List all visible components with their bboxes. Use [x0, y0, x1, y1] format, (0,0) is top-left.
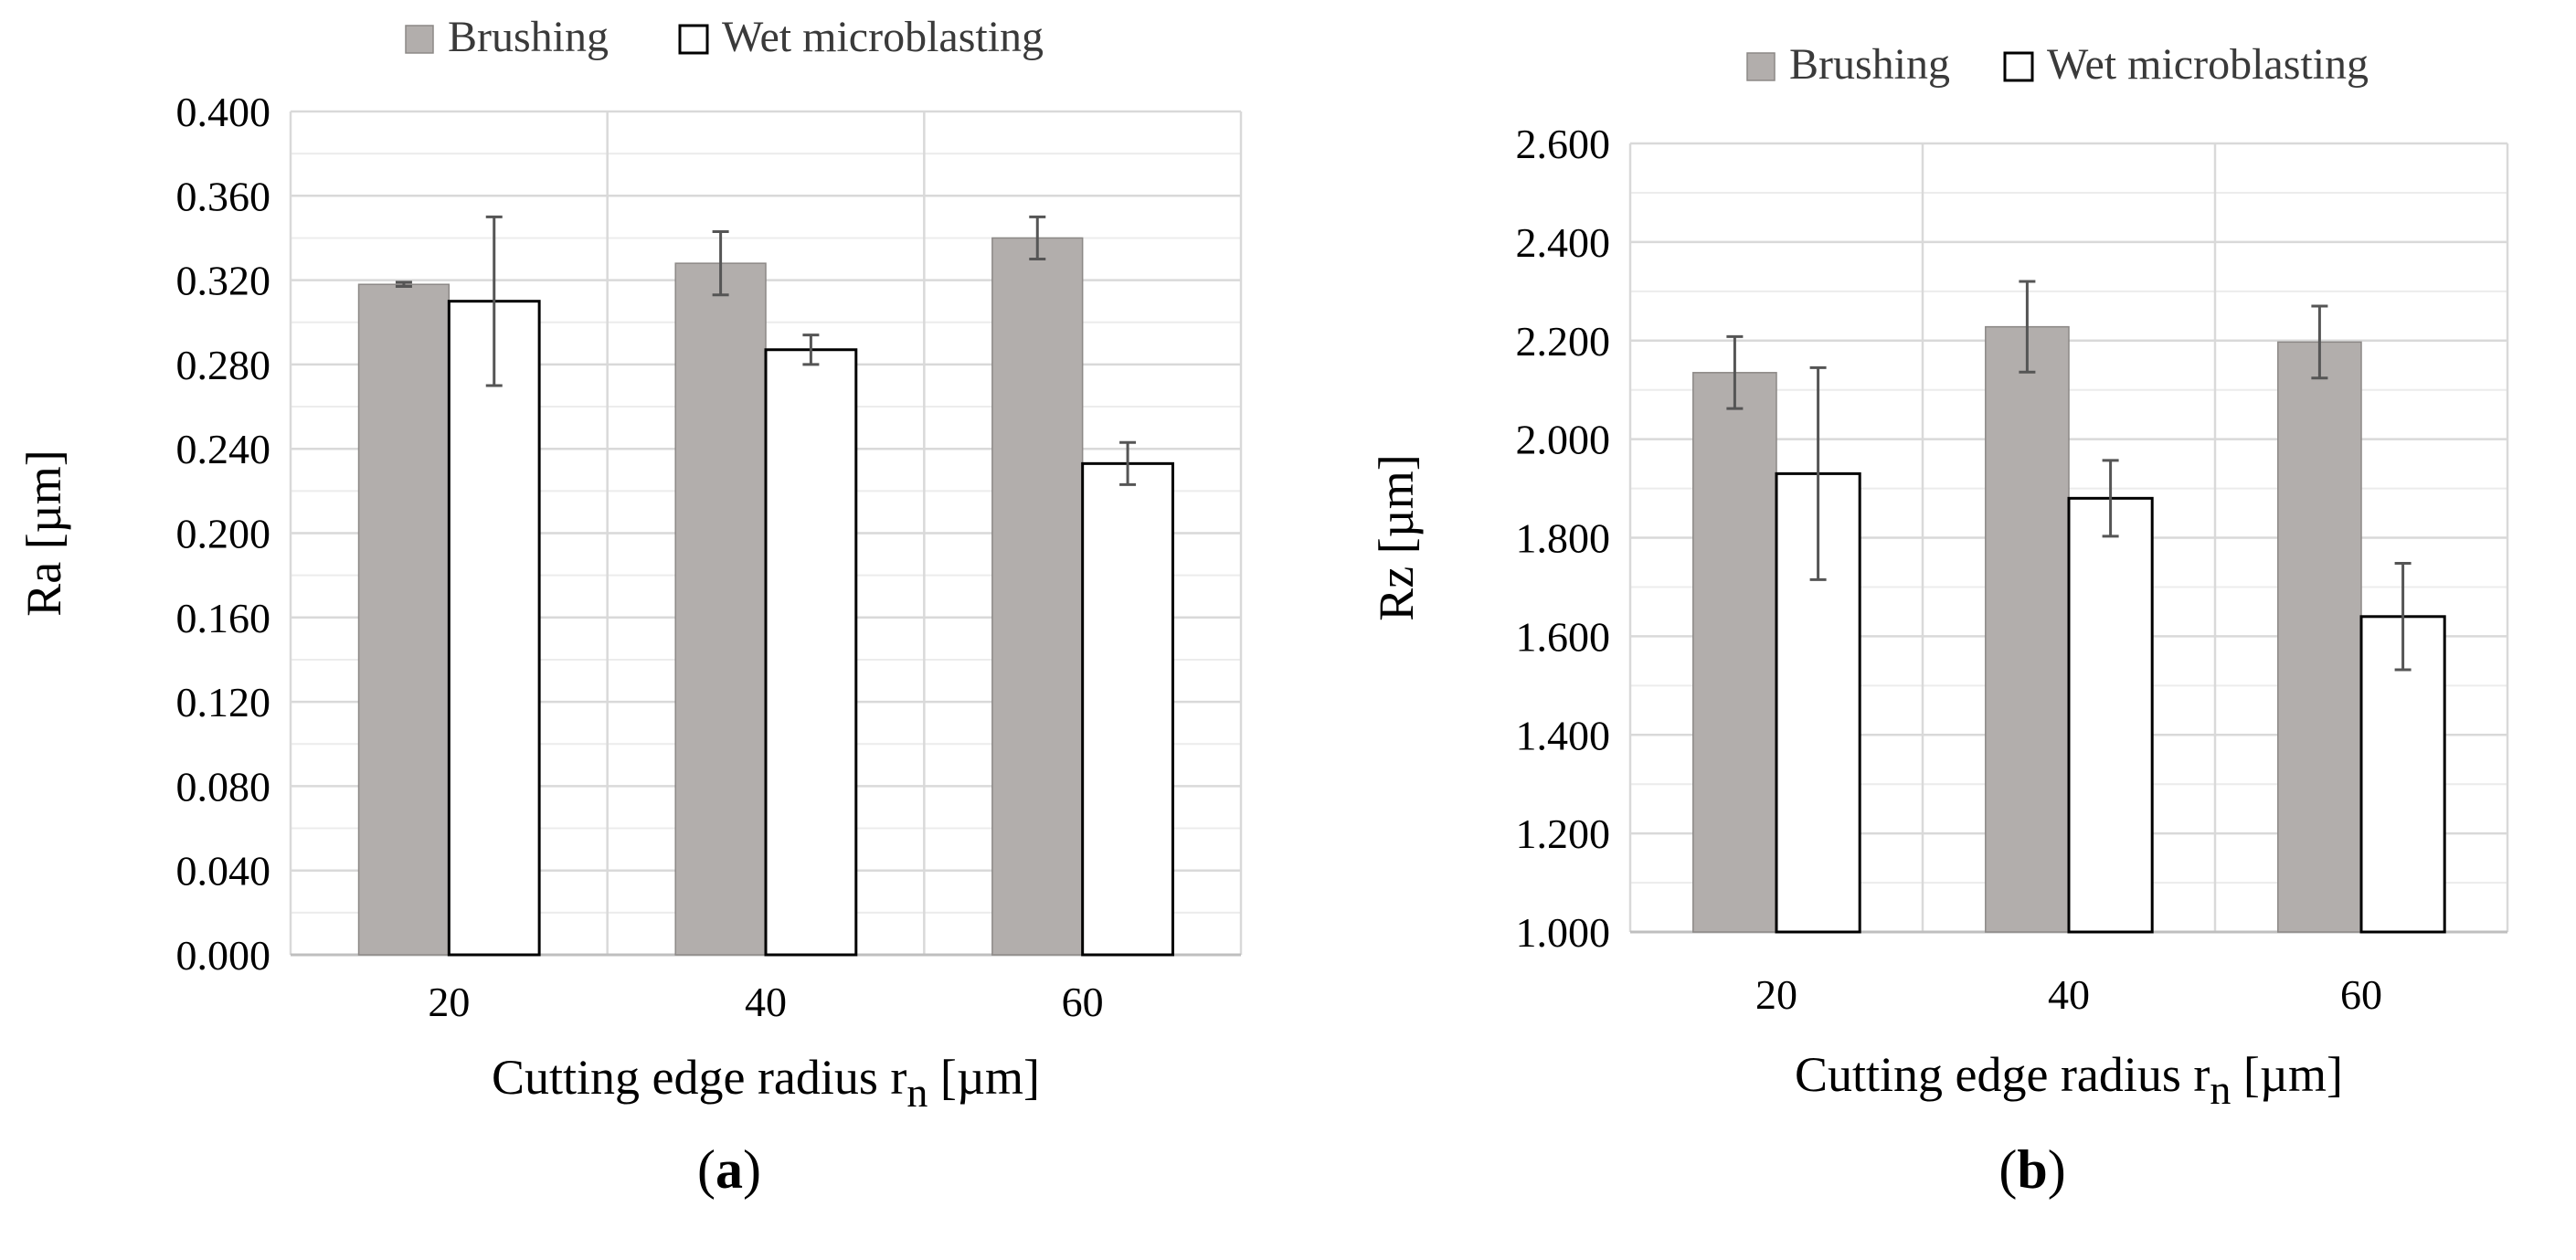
y-tick-label: 0.280 [176, 342, 271, 388]
y-tick-label: 2.200 [1516, 318, 1611, 365]
x-axis-title: Cutting edge radius rn [µm] [492, 1050, 1040, 1116]
bar-brushing [1692, 372, 1777, 933]
panel-label-open: ( [1998, 1139, 2017, 1200]
x-axis-title: Cutting edge radius rn [µm] [1795, 1047, 2343, 1113]
bar-brushing [991, 237, 1084, 956]
x-tick-label: 40 [2048, 971, 2090, 1018]
panel-label-close: ) [2048, 1139, 2066, 1200]
x-tick-label: 40 [745, 979, 787, 1025]
x-axis-title-unit: [µm] [928, 1050, 1040, 1105]
x-axis-title-subscript: n [2210, 1066, 2231, 1113]
bar-wet-microblasting [2067, 496, 2154, 934]
legend-label-wet-microblasting: Wet microblasting [722, 13, 1044, 61]
x-axis-title-subscript: n [906, 1069, 928, 1116]
bar-wet-microblasting [1081, 461, 1174, 957]
legend: Brushing Wet microblasting [405, 13, 1044, 61]
y-tick-label: 0.360 [176, 173, 271, 219]
y-tick-label: 0.080 [176, 763, 271, 810]
y-tick-label: 1.200 [1516, 810, 1611, 857]
x-axis-title-unit: [µm] [2231, 1047, 2343, 1102]
bar-brushing [1985, 325, 2070, 933]
y-tick-label: 2.000 [1516, 417, 1611, 463]
y-tick-label: 0.200 [176, 511, 271, 557]
bar-wet-microblasting [447, 300, 541, 957]
panel-label: (b) [1998, 1139, 2065, 1200]
chart-panel-b: 1.000 1.200 1.400 1.600 1.800 2.000 2.200 2.400… [1369, 40, 2509, 1200]
y-tick-label: 0.400 [176, 89, 271, 135]
legend-label-brushing: Brushing [1789, 40, 1950, 89]
legend-label-wet-microblasting: Wet microblasting [2047, 40, 2369, 89]
x-axis-title-main: Cutting edge radius r [1795, 1047, 2210, 1102]
y-tick-label: 2.600 [1516, 121, 1611, 167]
legend: Brushing Wet microblasting [1746, 40, 2369, 89]
panel-label-letter: b [2017, 1139, 2047, 1200]
x-tick-label: 60 [2340, 971, 2382, 1018]
legend-swatch-wet-microblasting [2003, 51, 2034, 82]
panel-label: (a) [697, 1139, 761, 1200]
x-tick-label: 20 [428, 979, 470, 1025]
chart-panel-a: 0.000 0.040 0.080 0.120 0.160 0.200 0.240 0.280… [16, 13, 1243, 1200]
panel-label-open: ( [697, 1139, 716, 1200]
y-tick-label: 2.400 [1516, 219, 1611, 266]
legend-label-brushing: Brushing [448, 13, 609, 61]
bar-brushing [357, 283, 451, 956]
bar-brushing [674, 262, 767, 956]
y-tick-label: 1.800 [1516, 515, 1611, 562]
y-tick-label: 0.000 [176, 932, 271, 979]
x-axis-title-main: Cutting edge radius r [492, 1050, 906, 1105]
bar-wet-microblasting [764, 348, 858, 957]
legend-swatch-wet-microblasting [678, 24, 709, 55]
legend-swatch-brushing [1746, 52, 1776, 81]
panel-label-close: ) [743, 1139, 761, 1200]
panel-label-letter: a [716, 1139, 743, 1200]
y-tick-label: 0.320 [176, 258, 271, 304]
bar-brushing [2277, 341, 2362, 933]
legend-swatch-brushing [405, 25, 434, 54]
y-tick-label: 0.120 [176, 679, 271, 725]
y-tick-label: 0.160 [176, 595, 271, 641]
y-tick-label: 1.600 [1516, 613, 1611, 660]
y-tick-label: 0.040 [176, 848, 271, 895]
x-tick-label: 20 [1755, 971, 1797, 1018]
y-tick-label: 1.000 [1516, 909, 1611, 956]
x-tick-label: 60 [1062, 979, 1104, 1025]
y-axis-title: Ra [µm] [16, 450, 71, 617]
y-tick-label: 1.400 [1516, 712, 1611, 758]
y-tick-label: 0.240 [176, 426, 271, 472]
y-axis-title: Rz [µm] [1369, 454, 1424, 621]
